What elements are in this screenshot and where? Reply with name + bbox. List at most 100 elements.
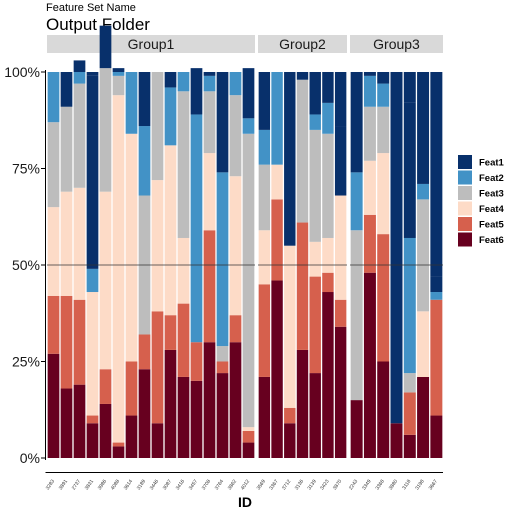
bar-segment-feat1 (403, 72, 416, 103)
bar-segment-feat1 (377, 72, 390, 84)
bar-segment-feat3 (258, 164, 271, 231)
bar-segment-feat6 (151, 423, 164, 458)
bar-segment-feat2 (138, 126, 151, 196)
bar-segment-feat4 (284, 245, 296, 408)
bar-segment-feat6 (60, 388, 73, 458)
bar-segment-feat5 (164, 315, 177, 350)
x-tick-label: 3891 (58, 479, 69, 492)
bar-segment-feat3 (309, 129, 321, 242)
legend-label-feat3: Feat3 (479, 189, 504, 200)
bar-segment-feat5 (47, 295, 60, 354)
bar-segment-feat5 (322, 272, 334, 293)
bar-segment-feat6 (284, 423, 296, 458)
bar-segment-feat5 (60, 295, 73, 389)
bar-segment-feat5 (403, 392, 416, 435)
x-tick-label: 3136 (294, 479, 305, 492)
legend-swatch-feat6 (458, 232, 472, 247)
facet-strip (350, 35, 443, 53)
bar-segment-feat6 (377, 361, 390, 458)
bar-segment-feat6 (216, 373, 229, 458)
bar-segment-feat4 (229, 176, 242, 316)
bar-segment-feat4 (125, 133, 138, 362)
bar-segment-feat1 (60, 72, 73, 107)
bar-segment-feat6 (296, 349, 309, 458)
bar-segment-feat5 (138, 334, 151, 370)
bar-segment-feat1 (334, 72, 347, 127)
bar-segment-feat5 (242, 430, 255, 443)
bar-segment-feat5 (73, 299, 86, 385)
bar-segment-feat4 (203, 153, 216, 231)
bar-segment-feat4 (309, 241, 321, 277)
bar-segment-feat2 (242, 118, 255, 134)
x-tick-label: 3423 (319, 479, 330, 492)
bar-segment-feat3 (60, 106, 73, 192)
bar-segment-feat2 (229, 72, 242, 96)
bar-segment-feat2 (417, 183, 430, 200)
x-tick-label: 3416 (175, 479, 186, 492)
bar-segment-feat2 (203, 75, 216, 92)
legend-label-feat2: Feat2 (479, 173, 504, 184)
bar-segment-feat6 (73, 384, 86, 458)
x-tick-label: 3708 (201, 479, 212, 492)
bar-segment-feat1 (350, 72, 363, 173)
x-tick-label: 4012 (240, 479, 251, 492)
bar-segment-feat5 (334, 299, 347, 327)
bar-segment-feat1 (86, 72, 99, 76)
bar-segment-feat1 (430, 72, 443, 277)
bar-segment-feat3 (296, 79, 309, 223)
y-tick-label: 0% (20, 450, 40, 466)
bar-segment-feat3 (377, 106, 390, 154)
bar-segment-feat6 (125, 415, 138, 458)
x-tick-label: 3457 (188, 479, 199, 492)
bar-segment-feat6 (203, 342, 216, 458)
x-tick-label: 3189 (136, 479, 147, 492)
bar-segment-feat5 (112, 442, 125, 447)
facet-strip (47, 35, 255, 53)
chart-title: Output Folder (46, 15, 150, 34)
bar-segment-feat1 (390, 72, 403, 424)
bar-segment-feat3 (242, 133, 255, 428)
bar-segment-feat2 (309, 114, 321, 130)
bar-segment-feat2 (322, 102, 334, 134)
bar-segment-feat2 (190, 114, 203, 343)
bar-segment-feat6 (350, 400, 363, 458)
bar-layer (47, 25, 443, 458)
legend-label-feat5: Feat5 (479, 220, 505, 231)
bar-segment-feat3 (203, 91, 216, 154)
bar-segment-feat1 (112, 68, 125, 72)
y-tick-label: 75% (12, 161, 40, 177)
bar-segment-feat2 (112, 72, 125, 76)
bar-segment-feat3 (99, 68, 112, 192)
bar-segment-feat6 (190, 380, 203, 458)
y-axis: 0% 25% 50% 75% 100% (4, 64, 46, 466)
chart-subtitle: Feature Set Name (46, 2, 136, 14)
x-tick-label: 3667 (428, 479, 439, 492)
bar-segment-feat5 (258, 284, 271, 377)
bar-segment-feat3 (322, 133, 334, 238)
bar-segment-feat1 (258, 72, 271, 130)
bar-segment-feat5 (125, 361, 138, 416)
x-tick-label: 3764 (214, 479, 225, 492)
bar-segment-feat1 (190, 68, 203, 115)
bar-segment-feat5 (309, 276, 321, 374)
legend-swatch-feat1 (458, 155, 472, 169)
facet-strip-label: Group2 (279, 36, 326, 52)
bar-segment-feat4 (242, 427, 255, 431)
bar-segment-feat2 (271, 72, 283, 165)
bar-segment-feat5 (216, 361, 229, 374)
bar-segment-feat4 (73, 187, 86, 300)
x-tick-label: 3367 (268, 479, 279, 492)
bar-segment-feat1 (309, 72, 321, 115)
x-tick-label: 3087 (162, 479, 173, 492)
x-tick-label: 3446 (149, 479, 160, 492)
bar-segment-feat6 (258, 376, 271, 458)
bar-segment-feat5 (177, 303, 190, 377)
bar-segment-feat1 (322, 72, 334, 103)
x-tick-label: 3870 (332, 479, 343, 492)
bar-segment-feat5 (430, 299, 443, 416)
bar-segment-feat5 (151, 311, 164, 424)
bar-segment-feat6 (430, 415, 443, 458)
x-tick-label: 3712 (281, 479, 292, 492)
bar-segment-feat6 (229, 342, 242, 458)
